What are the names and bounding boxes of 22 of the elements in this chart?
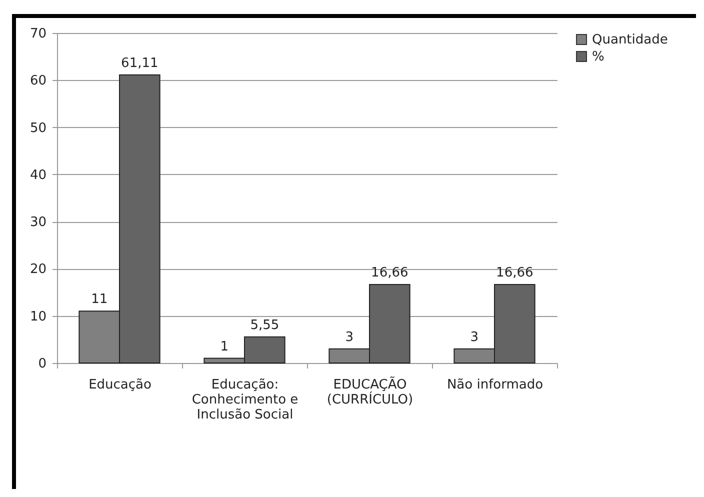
y-tick-label: 50 — [30, 120, 46, 136]
x-tick-label: Educação — [88, 378, 152, 392]
x-tick-label: Não informado — [446, 378, 544, 392]
x-tick-label: EDUCAÇÃO (CURRÍCULO) — [326, 376, 414, 408]
data-label: 1 — [220, 339, 228, 354]
y-tick-label: 0 — [38, 356, 46, 372]
data-label: 5,55 — [250, 318, 280, 333]
data-label: 3 — [345, 330, 354, 345]
data-label: 11 — [91, 292, 108, 308]
y-tick-label: 60 — [30, 74, 46, 89]
data-label: 61,11 — [121, 56, 158, 71]
x-tick-label: Educação: Conhecimento e Inclusão Social — [192, 378, 298, 422]
data-label: 16,66 — [496, 265, 534, 280]
data-label: 3 — [470, 330, 478, 345]
y-tick-label: 10 — [30, 309, 46, 324]
legend-label: % — [592, 50, 604, 64]
y-tick-label: 20 — [30, 262, 46, 278]
data-label: 16,66 — [371, 265, 408, 280]
y-tick-label: 70 — [30, 26, 46, 42]
y-tick-label: 30 — [30, 215, 46, 230]
y-tick-label: 40 — [30, 168, 46, 183]
legend-label: Quantidade — [592, 32, 668, 48]
